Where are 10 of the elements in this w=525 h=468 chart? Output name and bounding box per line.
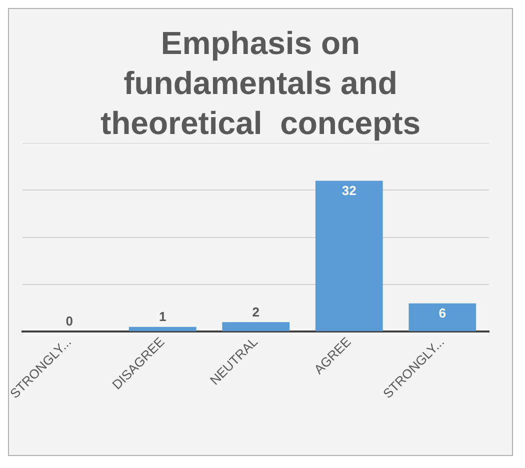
data-label: 32 bbox=[342, 182, 356, 198]
data-label: 1 bbox=[158, 308, 166, 324]
bar bbox=[315, 180, 383, 332]
data-label: 0 bbox=[66, 314, 73, 329]
bar bbox=[408, 303, 476, 332]
data-label: 6 bbox=[438, 305, 446, 320]
data-label: 2 bbox=[252, 304, 260, 320]
bar bbox=[128, 326, 196, 332]
chart-title: Emphasis on fundamentals and theoretical concepts bbox=[99, 24, 422, 143]
bar bbox=[222, 322, 290, 332]
